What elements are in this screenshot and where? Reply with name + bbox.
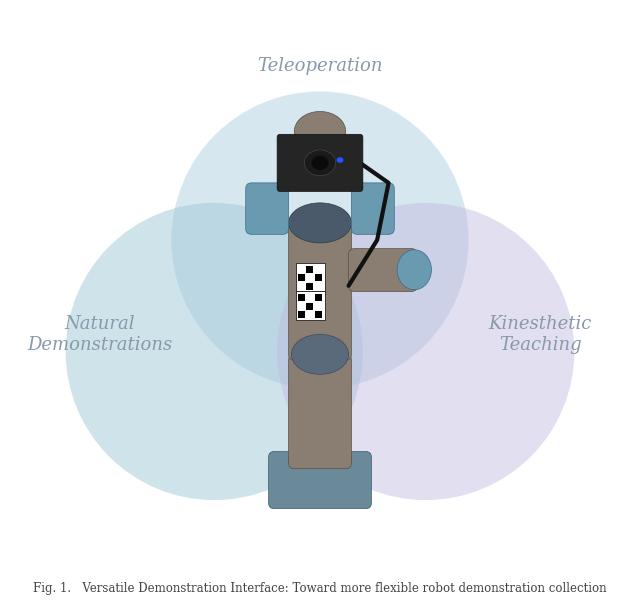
Ellipse shape	[397, 250, 431, 290]
Text: Natural
Demonstrations: Natural Demonstrations	[28, 315, 173, 354]
Text: Teleoperation: Teleoperation	[257, 57, 383, 75]
Ellipse shape	[291, 334, 349, 375]
Circle shape	[66, 203, 363, 500]
FancyBboxPatch shape	[296, 263, 324, 291]
FancyBboxPatch shape	[307, 303, 313, 309]
Ellipse shape	[294, 111, 346, 151]
Ellipse shape	[337, 157, 344, 163]
FancyBboxPatch shape	[269, 452, 371, 509]
Ellipse shape	[312, 156, 328, 170]
Text: Kinesthetic
Teaching: Kinesthetic Teaching	[488, 315, 592, 354]
FancyBboxPatch shape	[307, 283, 313, 290]
FancyBboxPatch shape	[289, 223, 351, 360]
FancyBboxPatch shape	[307, 266, 313, 272]
Ellipse shape	[304, 150, 336, 176]
FancyBboxPatch shape	[315, 311, 322, 319]
FancyBboxPatch shape	[277, 134, 363, 192]
FancyBboxPatch shape	[298, 294, 305, 301]
FancyBboxPatch shape	[315, 294, 322, 301]
Circle shape	[172, 91, 468, 389]
FancyBboxPatch shape	[298, 311, 305, 319]
FancyBboxPatch shape	[315, 274, 322, 281]
Ellipse shape	[289, 203, 351, 243]
FancyBboxPatch shape	[298, 274, 305, 281]
Text: Fig. 1.   Versatile Demonstration Interface: Toward more flexible robot demonstr: Fig. 1. Versatile Demonstration Interfac…	[33, 582, 607, 595]
FancyBboxPatch shape	[246, 183, 289, 234]
FancyBboxPatch shape	[296, 291, 324, 320]
FancyBboxPatch shape	[289, 354, 351, 469]
FancyBboxPatch shape	[349, 249, 417, 291]
Circle shape	[277, 203, 574, 500]
FancyBboxPatch shape	[351, 183, 394, 234]
